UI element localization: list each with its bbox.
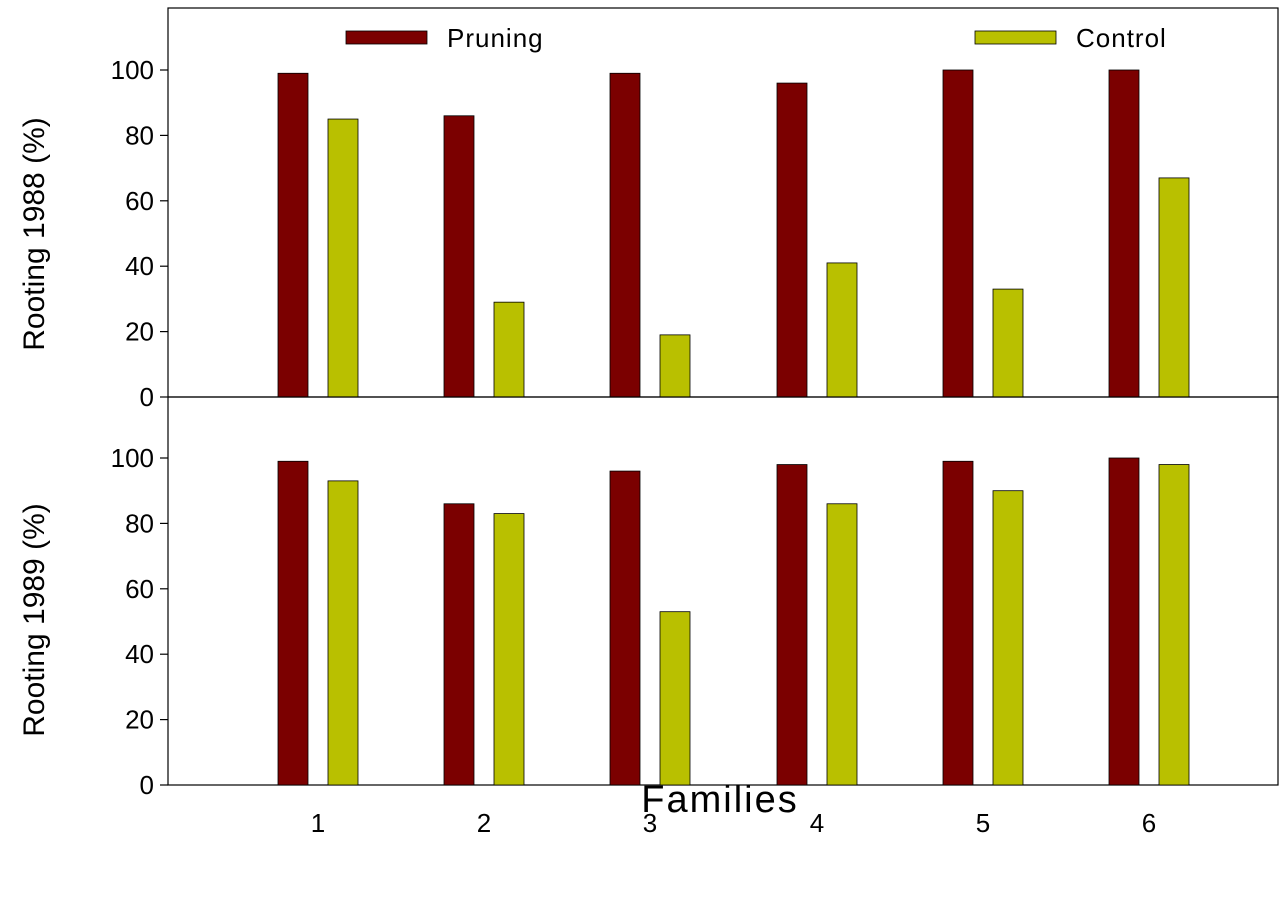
bar-control-1988-family-5 <box>993 289 1023 397</box>
y-tick-label-1989-0: 0 <box>140 770 154 800</box>
y-axis-label-1988: Rooting 1988 (%) <box>18 117 51 350</box>
bar-control-1989-family-3 <box>660 612 690 785</box>
bar-pruning-1988-family-3 <box>610 73 640 397</box>
bar-pruning-1989-family-5 <box>943 461 973 785</box>
legend-swatch-control <box>975 31 1056 44</box>
bar-pruning-1989-family-6 <box>1109 458 1139 785</box>
bar-pruning-1988-family-5 <box>943 70 973 397</box>
x-tick-label-1: 1 <box>311 808 325 838</box>
y-tick-label-1988-0: 0 <box>140 382 154 412</box>
bar-pruning-1988-family-1 <box>278 73 308 397</box>
y-tick-label-1988-80: 80 <box>125 120 154 150</box>
bar-pruning-1989-family-1 <box>278 461 308 785</box>
bar-pruning-1988-family-2 <box>444 116 474 397</box>
y-tick-label-1988-100: 100 <box>111 55 154 85</box>
x-axis-label: Families <box>641 779 798 821</box>
legend-label-control: Control <box>1076 23 1167 53</box>
y-tick-label-1989-20: 20 <box>125 705 154 735</box>
y-tick-label-1989-40: 40 <box>125 639 154 669</box>
bar-pruning-1989-family-3 <box>610 471 640 785</box>
bar-pruning-1989-family-4 <box>777 465 807 785</box>
bar-control-1989-family-4 <box>827 504 857 785</box>
y-tick-label-1989-80: 80 <box>125 508 154 538</box>
panel-1988: 0 20 40 60 80 100 <box>111 8 1278 412</box>
legend-label-pruning: Pruning <box>447 23 544 53</box>
x-tick-label-4: 4 <box>810 808 824 838</box>
x-tick-label-6: 6 <box>1142 808 1156 838</box>
y-axis-label-1989: Rooting 1989 (%) <box>18 503 51 736</box>
y-tick-label-1988-60: 60 <box>125 186 154 216</box>
y-tick-label-1989-100: 100 <box>111 443 154 473</box>
bar-control-1989-family-1 <box>328 481 358 785</box>
bar-control-1988-family-1 <box>328 119 358 397</box>
bar-pruning-1988-family-4 <box>777 83 807 397</box>
bar-pruning-1988-family-6 <box>1109 70 1139 397</box>
y-tick-label-1988-20: 20 <box>125 317 154 347</box>
bar-control-1988-family-3 <box>660 335 690 397</box>
x-tick-label-5: 5 <box>976 808 990 838</box>
bar-control-1989-family-5 <box>993 491 1023 785</box>
bar-control-1988-family-2 <box>494 302 524 397</box>
legend-swatch-pruning <box>346 31 427 44</box>
legend: Pruning Control <box>346 23 1167 53</box>
bar-control-1989-family-6 <box>1159 465 1189 785</box>
bar-control-1989-family-2 <box>494 514 524 785</box>
y-tick-label-1989-60: 60 <box>125 574 154 604</box>
x-tick-label-2: 2 <box>477 808 491 838</box>
bar-pruning-1989-family-2 <box>444 504 474 785</box>
bar-control-1988-family-6 <box>1159 178 1189 397</box>
bar-control-1988-family-4 <box>827 263 857 397</box>
y-tick-label-1988-40: 40 <box>125 251 154 281</box>
